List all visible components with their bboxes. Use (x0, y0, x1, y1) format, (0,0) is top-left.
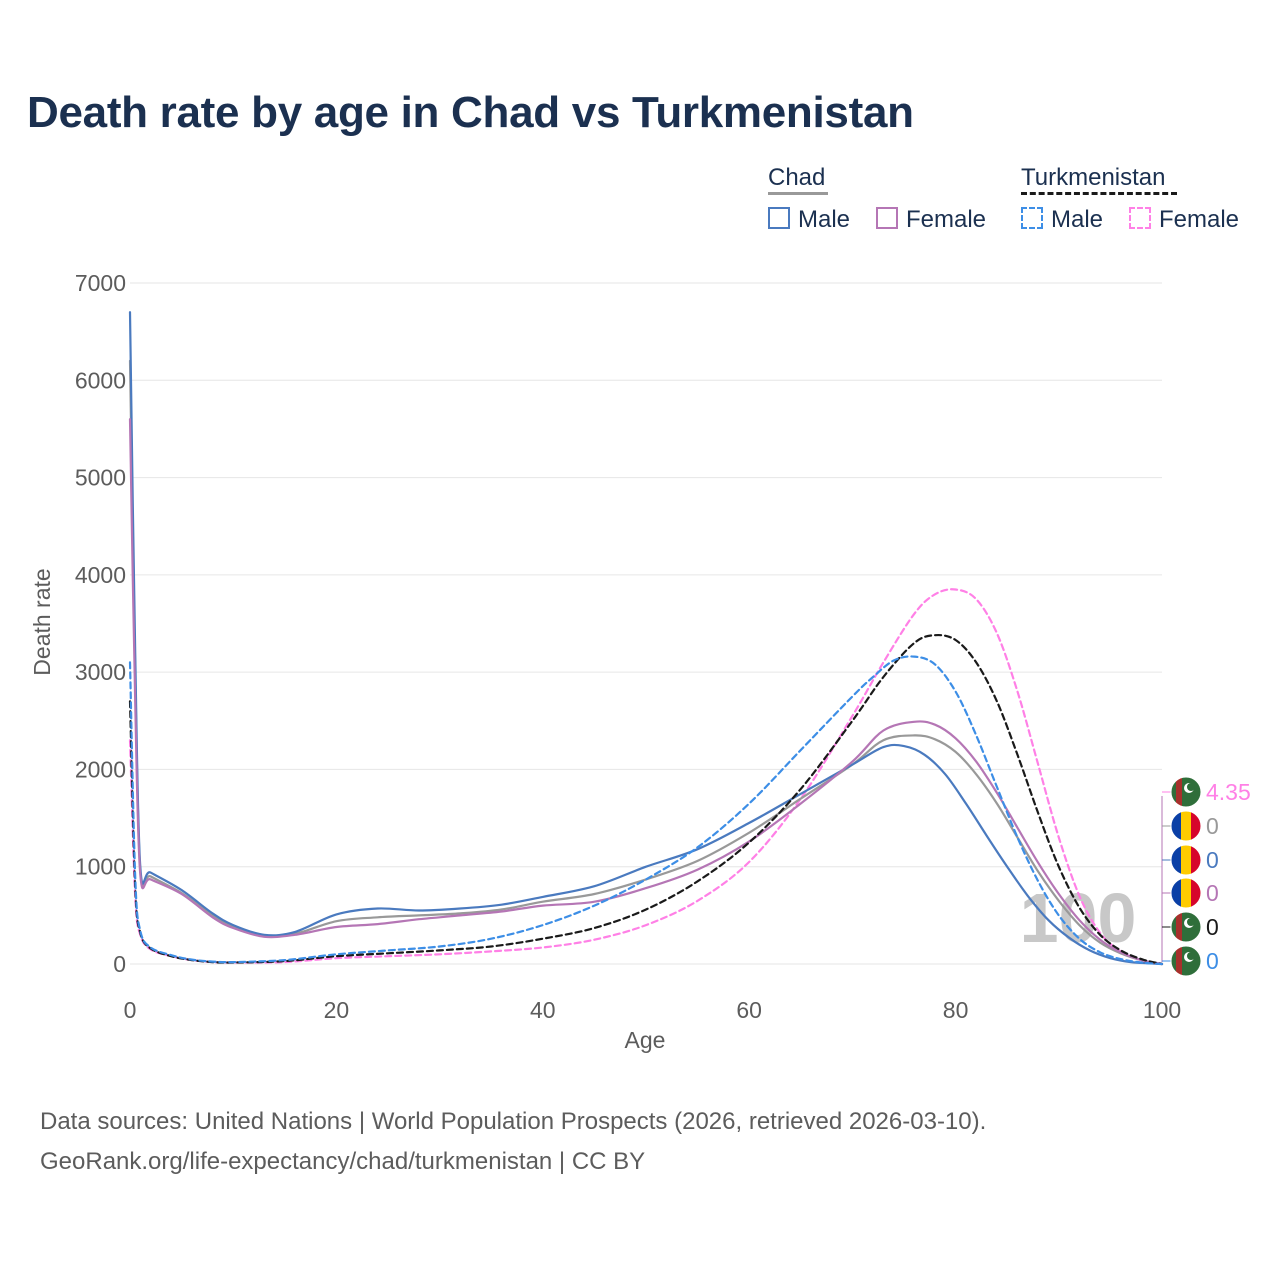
legend-group-underline (768, 192, 828, 195)
y-axis-label: Death rate (29, 568, 55, 675)
legend-swatch (1129, 207, 1151, 229)
legend-group-chad[interactable]: Chad (768, 164, 825, 192)
series-line-turkmenistan-male[interactable] (128, 655, 1164, 966)
legend-label: Male (798, 206, 851, 233)
x-tick-label: 100 (1143, 997, 1181, 1023)
series-line-turkmenistan-female[interactable] (128, 588, 1164, 965)
chad-flag-icon (1170, 810, 1202, 842)
legend-swatch (1021, 207, 1043, 229)
chart-title: Death rate by age in Chad vs Turkmenista… (27, 88, 914, 137)
legend-group-underline (1021, 192, 1177, 195)
y-tick-label: 7000 (75, 270, 126, 296)
x-tick-label: 80 (943, 997, 969, 1023)
turkmenistan-flag-icon (1170, 911, 1202, 943)
y-tick-label: 6000 (75, 367, 126, 393)
y-tick-label: 4000 (75, 562, 126, 588)
series-line-chad-total[interactable] (128, 359, 1164, 966)
legend-label: Female (906, 206, 987, 233)
end-label-value: 0 (1206, 948, 1219, 974)
y-tick-label: 3000 (75, 659, 126, 685)
end-label-value: 0 (1206, 847, 1219, 873)
x-tick-label: 60 (736, 997, 762, 1023)
y-tick-label: 1000 (75, 854, 126, 880)
chad-flag-icon (1170, 877, 1202, 909)
turkmenistan-flag-icon (1170, 945, 1202, 977)
legend-group-label: Chad (768, 164, 826, 191)
y-tick-label: 0 (113, 951, 126, 977)
legend-swatch (876, 207, 898, 229)
y-tick-label: 5000 (75, 465, 126, 491)
end-label-value: 0 (1206, 813, 1219, 839)
end-labels: 4.35 0 0 0 0 0 (1161, 776, 1251, 977)
y-tick-label: 2000 (75, 756, 126, 782)
legend-label: Male (1051, 206, 1104, 233)
x-tick-label: 40 (530, 997, 556, 1023)
legend-swatch (768, 207, 790, 229)
x-axis-label: Age (625, 1027, 666, 1053)
turkmenistan-flag-icon (1170, 776, 1202, 808)
source-link[interactable]: GeoRank.org/life-expectancy/chad/turkmen… (40, 1148, 646, 1175)
series-line-chad-female[interactable] (128, 418, 1164, 966)
series-line-chad-male[interactable] (128, 311, 1164, 966)
x-tick-label: 20 (324, 997, 350, 1023)
x-tick-label: 0 (124, 997, 137, 1023)
end-label-value: 0 (1206, 914, 1219, 940)
legend-group-turkmenistan[interactable]: Turkmenistan (1021, 164, 1166, 192)
series-line-turkmenistan-total[interactable] (128, 633, 1164, 966)
series-lines (128, 311, 1164, 966)
y-tick-labels: 0 1000 2000 3000 4000 5000 6000 7000 (75, 270, 126, 977)
grid-lines (130, 282, 1162, 965)
x-tick-labels: 0 20 40 60 80 100 (124, 997, 1182, 1023)
legend-label: Female (1159, 206, 1240, 233)
end-label-value: 4.35 (1206, 779, 1251, 805)
source-line: Data sources: United Nations | World Pop… (40, 1108, 987, 1135)
legend-group-label: Turkmenistan (1021, 164, 1166, 191)
end-label-value: 0 (1206, 880, 1219, 906)
chad-flag-icon (1170, 844, 1202, 876)
